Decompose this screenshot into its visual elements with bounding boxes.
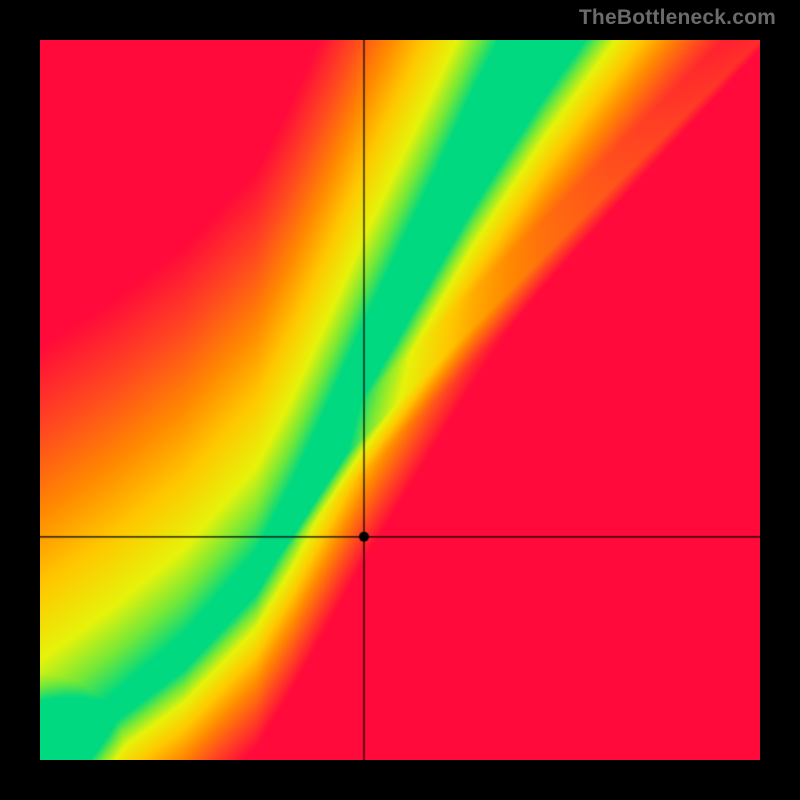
attribution-label: TheBottleneck.com [579, 6, 776, 30]
chart-container: TheBottleneck.com [0, 0, 800, 800]
bottleneck-heatmap [40, 40, 760, 760]
